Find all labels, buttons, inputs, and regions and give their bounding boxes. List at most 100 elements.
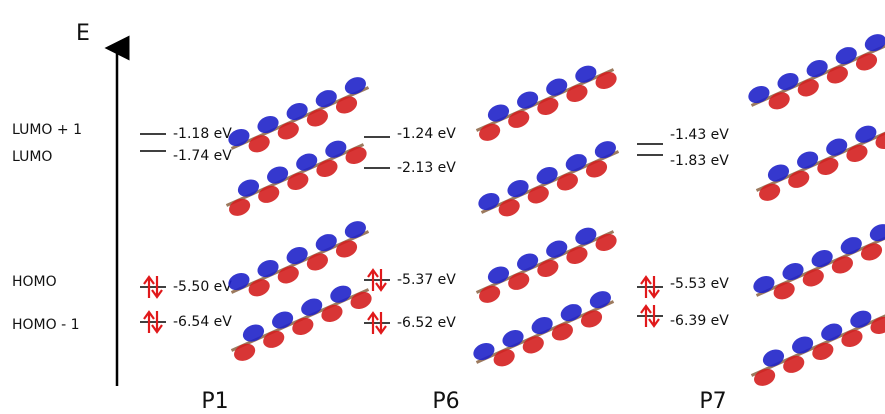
orbital-lobe: [795, 76, 822, 100]
orbital-lobe: [573, 224, 600, 248]
molecule-panel: -1.43 eV -1.83 eV -5.53 eV -6.39 eV P7: [637, 31, 885, 414]
orbital-lobe: [323, 137, 350, 161]
orbital-lobe: [255, 113, 282, 137]
orbital-lobe: [328, 282, 355, 306]
orbital-lobe: [844, 142, 871, 166]
orbital-lobe: [839, 327, 866, 351]
level-name: HOMO - 1: [12, 317, 80, 333]
orbital-lobe: [313, 231, 340, 255]
orbital-lobe: [496, 196, 523, 220]
orbital-lobe: [476, 190, 503, 214]
orbital-lobe: [824, 63, 851, 87]
orbital-lobe: [746, 83, 773, 107]
orbital-lobe: [255, 257, 282, 281]
orbital-lobe: [592, 138, 619, 162]
orbital-lobe: [505, 177, 532, 201]
orbital-lobe: [304, 250, 331, 274]
orbital-lobe: [313, 87, 340, 111]
orbital-lobe: [564, 82, 591, 106]
orbital-lobe: [505, 270, 532, 294]
orbital-lobe: [593, 69, 620, 93]
orbital-lobe: [529, 314, 556, 338]
orbital-lobe: [766, 89, 793, 113]
orbital-lobe: [751, 273, 778, 297]
orbital-lobe: [314, 157, 341, 181]
orbital-lobe: [342, 218, 369, 242]
orbital-lobe: [485, 101, 512, 125]
orbital-lobe: [342, 74, 369, 98]
orbital-lobe: [829, 253, 856, 277]
orbital-lobe: [485, 263, 512, 287]
orbital-lobe: [775, 70, 802, 94]
orbital-lobe: [862, 31, 885, 55]
orbital-lobe: [554, 170, 581, 194]
level-energy: -1.18 eV: [173, 126, 232, 142]
orbital-lobe: [751, 366, 778, 390]
orbital-lobe: [275, 263, 302, 287]
orbital-lobe: [563, 151, 590, 175]
level-energy: -6.54 eV: [173, 314, 232, 330]
orbital-lobe: [520, 333, 547, 357]
orbital-lobe: [564, 244, 591, 268]
molecule-label: P7: [699, 389, 726, 414]
orbital-lobe: [583, 157, 610, 181]
orbital-lobe: [348, 289, 375, 313]
orbital-lobe: [587, 288, 614, 312]
orbital-lobe: [765, 161, 792, 185]
orbital-lobe: [255, 183, 282, 207]
orbital-lobe: [818, 320, 845, 344]
orbital-lobe: [333, 93, 360, 117]
orbital-lobe: [535, 95, 562, 119]
orbital-lobe: [543, 75, 570, 99]
orbital-lobe: [525, 183, 552, 207]
orbital-lobe: [760, 346, 787, 370]
level-energy: -1.74 eV: [173, 148, 232, 164]
orbital-lobe: [858, 240, 885, 264]
orbital-lobe: [514, 88, 541, 112]
orbital-lobe: [593, 231, 620, 255]
orbital-lobe: [809, 247, 836, 271]
orbital-lobe: [471, 340, 498, 364]
level-energy: -1.24 eV: [397, 126, 456, 142]
orbital-lobe: [838, 234, 865, 258]
orbital-lobe: [549, 320, 576, 344]
level-energy: -1.43 eV: [670, 127, 729, 143]
orbital-lobe: [505, 108, 532, 132]
level-energy: -6.52 eV: [397, 315, 456, 331]
orbital-lobe: [284, 244, 311, 268]
orbital-lobe: [246, 276, 273, 300]
orbital-lobe: [293, 150, 320, 174]
level-name: HOMO: [12, 274, 57, 290]
orbital-lobe: [771, 279, 798, 303]
level-name: LUMO: [12, 149, 52, 165]
orbital-lobe: [573, 62, 600, 86]
molecule-label: P6: [432, 389, 459, 414]
level-energy: -1.83 eV: [670, 153, 729, 169]
orbital-lobe: [500, 327, 527, 351]
orbital-lobe: [785, 168, 812, 192]
level-energy: -5.50 eV: [173, 279, 232, 295]
orbital-lobe: [240, 321, 267, 345]
axis-label: E: [76, 21, 90, 46]
orbital-lobe: [298, 295, 325, 319]
orbital-lobe: [343, 144, 370, 168]
figure: E LUMO + 1 LUMO HOMO HOMO - 1 -1.18 eV-1…: [0, 0, 885, 414]
orbital-lobe: [290, 315, 317, 339]
orbital-lobe: [476, 283, 503, 307]
orbital-lobe: [534, 164, 561, 188]
orbital-lobe: [780, 353, 807, 377]
orbital-lobe: [476, 121, 503, 145]
orbital-lobe: [823, 135, 850, 159]
orbital-lobe: [756, 181, 783, 205]
orbital-lobe: [260, 328, 287, 352]
level-energy: -6.39 eV: [670, 313, 729, 329]
orbital-lobe: [804, 57, 831, 81]
orbital-lobe: [558, 301, 585, 325]
level-energy: -5.53 eV: [670, 276, 729, 292]
orbital-lobe: [780, 260, 807, 284]
orbital-lobe: [246, 132, 273, 156]
orbital-lobe: [794, 148, 821, 172]
orbital-lobe: [319, 302, 346, 326]
